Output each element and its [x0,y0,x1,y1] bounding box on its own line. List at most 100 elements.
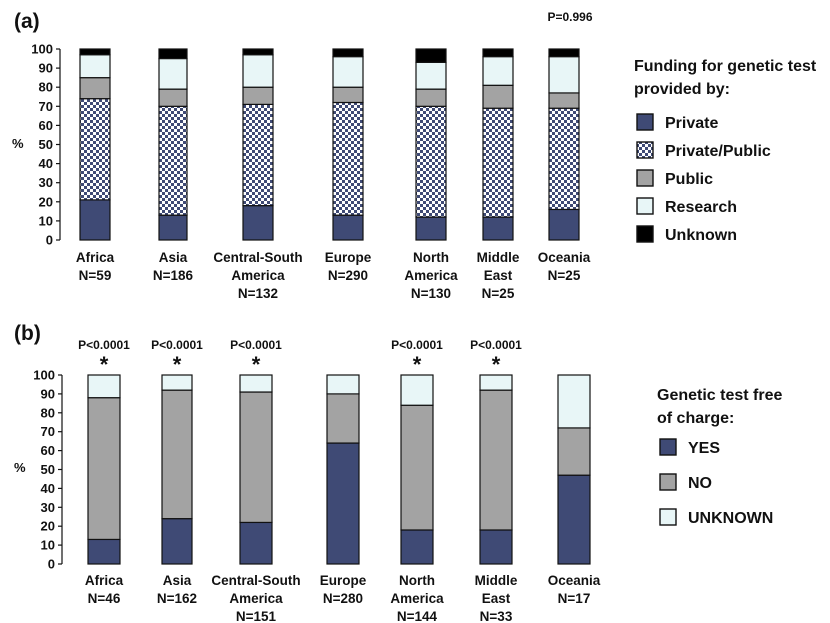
legend-swatch [636,141,654,159]
bar-stack [415,48,447,241]
bar-segment-yes [326,442,360,565]
p-value-label: P<0.0001 [78,338,130,352]
y-tick-label: 100 [33,368,55,383]
p-value-label: P<0.0001 [470,338,522,352]
bar-segment-unknown_b [161,374,193,391]
y-tick-label: 20 [39,194,53,209]
bar-segment-yes [87,538,121,565]
bar-segment-no [239,391,273,524]
category-label: N=290 [328,268,368,283]
category-label: N=144 [397,609,438,623]
category-label: Africa [76,250,115,265]
bar-segment-checker [548,107,580,211]
bar-segment-public [242,86,274,105]
legend-swatch [659,473,677,491]
bar-segment-no [161,389,193,520]
category-label: Central-South [211,573,300,588]
category-label: America [390,591,444,606]
p-value-label: P<0.0001 [230,338,282,352]
significance-star: * [173,352,182,377]
legend-swatch [659,438,677,456]
panel-label: (b) [14,322,41,345]
legend-item-label: Private [665,115,718,132]
category-label: N=25 [482,286,515,301]
bar-segment-research [548,56,580,94]
bar-segment-research [242,54,274,88]
y-tick-label: 30 [41,500,55,515]
bar-stack [400,374,434,565]
y-tick-label: 80 [41,405,55,420]
bar-segment-research [415,61,447,90]
legend-title: provided by: [634,81,730,98]
bar-segment-unknown_b [239,374,273,393]
category-label: N=280 [323,591,363,606]
bar-segment-research [482,56,514,86]
legend-swatch [636,197,654,215]
bar-segment-checker [158,105,188,216]
bar-segment-checker [79,98,111,201]
bar-segment-private [158,214,188,241]
category-label: America [229,591,283,606]
y-tick-label: 80 [39,80,53,95]
bar-segment-public [332,86,364,104]
category-label: America [231,268,285,283]
category-label: N=130 [411,286,451,301]
category-label: America [404,268,458,283]
legend-swatch [636,225,654,243]
bar-stack [87,374,121,565]
panel-b-chart: (b)% 0 10 20 30 40 50 60 70 80 90 100 Africa N=46 P<0.… [14,322,782,623]
bar-segment-checker [482,107,514,218]
legend-item-label: NO [688,475,712,492]
bar-segment-unknown [79,48,111,56]
bar-stack [79,48,111,241]
p-value-label: P<0.0001 [151,338,203,352]
bar-segment-unknown [242,48,274,56]
y-tick-label: 50 [39,137,53,152]
bar-segment-unknown [415,48,447,63]
y-tick-label: 0 [46,233,53,248]
bar-stack [332,48,364,241]
bar-segment-private [482,216,514,241]
legend-item-label: YES [688,440,720,457]
bar-stack [239,374,273,565]
panel-a-chart: (a)% 0 10 20 30 40 50 60 70 80 90 100 Africa N=59 Asia… [12,10,817,301]
bar-segment-public [482,84,514,109]
bar-stack [557,374,591,565]
y-tick-label: 0 [48,557,55,572]
bar-segment-yes [557,474,591,565]
bar-stack [479,374,513,565]
significance-star: * [413,352,422,377]
y-tick-label: 70 [39,99,53,114]
bar-segment-private [415,216,447,241]
bar-segment-research [158,57,188,90]
category-label: N=151 [236,609,277,623]
category-label: N=17 [558,591,591,606]
bar-stack [548,48,580,241]
bar-stack [158,48,188,241]
category-label: Oceania [548,573,601,588]
category-label: N=162 [157,591,197,606]
category-label: Africa [85,573,124,588]
bar-stack [161,374,193,565]
bar-stack [326,374,360,565]
y-tick-label: 30 [39,175,53,190]
significance-star: * [252,352,261,377]
category-label: North [399,573,435,588]
y-tick-label: 40 [41,481,55,496]
bar-segment-public [79,77,111,100]
category-label: N=33 [480,609,513,623]
y-tick-label: 10 [39,213,53,228]
bar-segment-no [87,397,121,541]
category-label: Asia [163,573,192,588]
bar-segment-public [158,88,188,107]
p-value-label: P<0.0001 [391,338,443,352]
y-tick-label: 90 [39,61,53,76]
bar-segment-public [415,88,447,107]
y-tick-label: 10 [41,538,55,553]
significance-star: * [100,352,109,377]
category-label: East [484,268,513,283]
category-label: N=46 [88,591,121,606]
bar-segment-unknown [332,48,364,58]
bar-segment-unknown_b [557,374,591,429]
panel-label: (a) [14,10,40,33]
